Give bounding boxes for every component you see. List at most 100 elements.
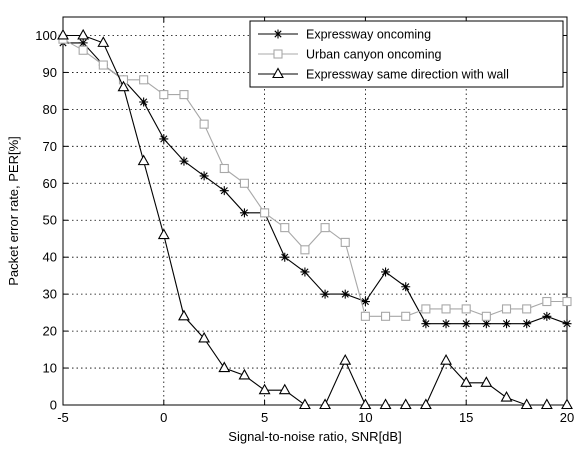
data-point <box>421 304 431 314</box>
data-point <box>340 289 350 299</box>
data-point <box>381 311 391 321</box>
data-point <box>218 361 231 373</box>
data-point <box>260 208 270 218</box>
data-point <box>300 245 310 255</box>
data-point <box>440 354 452 365</box>
legend-box <box>249 20 564 88</box>
y-tick-label: 0 <box>50 398 57 413</box>
data-point <box>137 154 150 166</box>
data-point <box>320 223 330 233</box>
x-tick-label: 0 <box>160 410 167 425</box>
legend: Expressway oncoming Urban canyon oncoming… <box>249 20 564 88</box>
y-tick-label: 30 <box>43 287 57 302</box>
data-point <box>179 156 189 166</box>
data-point <box>542 311 552 321</box>
data-point <box>117 80 130 92</box>
data-point <box>178 309 190 321</box>
x-tick-label: 5 <box>261 410 268 425</box>
y-tick-label: 20 <box>43 324 57 339</box>
data-point <box>219 163 229 174</box>
data-point <box>562 319 572 329</box>
data-point <box>460 376 473 387</box>
data-point <box>239 178 249 188</box>
y-tick-label: 90 <box>43 65 57 80</box>
x-tick-label: 10 <box>358 410 372 425</box>
data-point <box>481 319 491 329</box>
data-point <box>480 376 493 387</box>
data-point <box>98 60 108 70</box>
data-point <box>280 223 290 233</box>
data-point <box>78 38 88 48</box>
data-point <box>97 36 110 47</box>
data-point <box>522 304 532 314</box>
y-tick-label: 10 <box>43 361 57 376</box>
y-tick-label: 40 <box>43 250 57 265</box>
legend-label: Expressway same direction with wall <box>306 68 509 82</box>
data-point <box>379 398 392 410</box>
y-tick-label: 50 <box>43 213 57 228</box>
data-point <box>319 398 332 410</box>
data-point <box>419 398 432 410</box>
data-point <box>199 119 209 129</box>
data-point <box>298 398 311 410</box>
data-point <box>179 90 189 100</box>
data-point <box>481 311 491 321</box>
data-point <box>258 383 271 395</box>
x-tick-label: -5 <box>57 410 69 425</box>
data-point <box>159 90 169 100</box>
data-point <box>421 319 431 329</box>
data-point <box>359 398 372 410</box>
data-point <box>340 237 350 247</box>
x-axis-label: Signal-to-noise ratio, SNR[dB] <box>228 429 401 444</box>
data-point <box>441 319 451 329</box>
data-point <box>401 282 411 292</box>
data-point <box>198 331 211 343</box>
data-point <box>139 75 149 85</box>
data-point <box>199 171 209 181</box>
data-point <box>77 28 90 40</box>
data-point <box>542 296 552 307</box>
data-point <box>320 289 330 299</box>
data-point <box>238 368 251 380</box>
data-point <box>540 398 553 410</box>
data-point <box>78 45 88 55</box>
data-point <box>360 311 370 321</box>
x-tick-label: 20 <box>560 410 574 425</box>
data-point <box>561 398 573 410</box>
x-tick-label: 15 <box>459 410 473 425</box>
data-point <box>520 398 533 410</box>
legend-marker <box>273 29 283 39</box>
data-point <box>461 304 471 314</box>
data-point <box>300 267 310 277</box>
y-tick-label: 100 <box>35 28 57 43</box>
data-point <box>522 319 532 329</box>
data-point <box>139 97 149 107</box>
data-point <box>157 228 170 240</box>
data-point <box>159 134 169 144</box>
data-point <box>461 319 471 329</box>
data-point <box>339 354 352 365</box>
series-triangle <box>57 28 573 410</box>
data-point <box>280 252 290 262</box>
data-point <box>441 304 451 314</box>
legend-label: Expressway oncoming <box>306 28 431 42</box>
data-point <box>219 186 229 196</box>
data-point <box>57 28 69 40</box>
data-point <box>562 296 572 307</box>
data-point <box>502 319 512 329</box>
y-axis-label: Packet error rate, PER[%] <box>6 136 21 286</box>
data-point <box>278 383 291 395</box>
data-point <box>360 297 370 307</box>
legend-label: Urban canyon oncoming <box>306 48 442 62</box>
data-point <box>399 398 412 410</box>
data-point <box>239 208 249 218</box>
legend-marker <box>272 67 284 79</box>
y-tick-label: 60 <box>43 176 57 191</box>
grid <box>63 17 567 405</box>
y-tick-label: 80 <box>43 102 57 117</box>
data-point <box>500 390 513 402</box>
data-point <box>381 267 391 277</box>
y-tick-label: 70 <box>43 139 57 154</box>
